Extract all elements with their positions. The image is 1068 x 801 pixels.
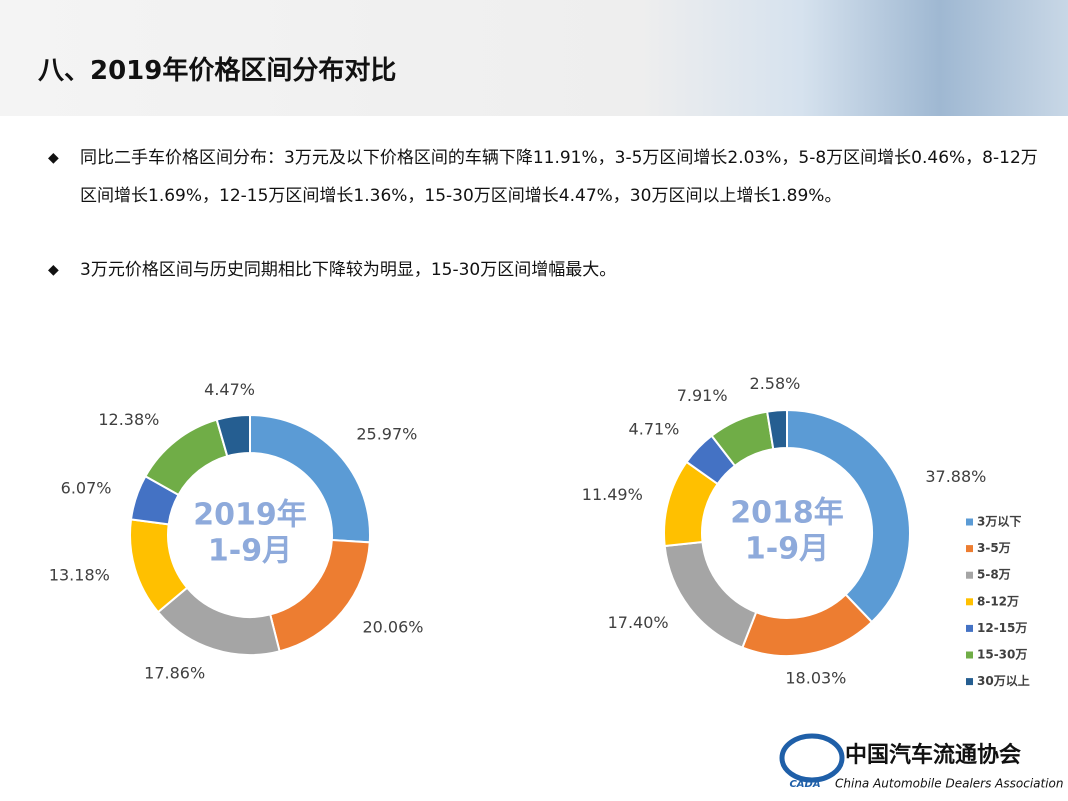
bullet-icon: ◆ xyxy=(48,150,59,166)
value-label: 13.18% xyxy=(49,565,110,584)
legend-label: 3万以下 xyxy=(977,515,1021,529)
legend-swatch xyxy=(966,651,973,659)
bullet: ◆ 同比二手车价格区间分布：3万元及以下价格区间的车辆下降11.91%，3-5万区… xyxy=(48,140,1038,215)
slide-title: 八、2019年价格区间分布对比 xyxy=(38,56,397,86)
donut-slice xyxy=(741,593,874,657)
legend-label: 5-8万 xyxy=(977,568,1011,582)
legend-swatch xyxy=(966,518,973,526)
center-label: 2018年 xyxy=(730,496,844,531)
value-label: 4.47% xyxy=(204,380,255,399)
donut-slice xyxy=(663,540,758,649)
value-label: 37.88% xyxy=(925,467,986,486)
value-label: 17.86% xyxy=(144,663,205,682)
bullet-text: 同比二手车价格区间分布：3万元及以下价格区间的车辆下降11.91%，3-5万区间… xyxy=(80,148,1038,206)
value-label: 7.91% xyxy=(677,386,728,405)
donut-slice xyxy=(215,413,251,458)
bullet-icon: ◆ xyxy=(48,262,59,278)
donut-slice xyxy=(786,408,911,624)
bullet-text: 3万元价格区间与历史同期相比下降较为明显，15-30万区间增幅最大。 xyxy=(80,260,617,280)
donut-slice xyxy=(765,408,788,451)
value-label: 4.71% xyxy=(629,419,680,438)
value-label: 18.03% xyxy=(785,669,846,688)
value-label: 11.49% xyxy=(582,485,643,504)
logo-name: 中国汽车流通协会 xyxy=(845,742,1021,768)
legend-label: 30万以上 xyxy=(977,673,1030,688)
legend-swatch xyxy=(966,598,973,606)
legend-label: 3-5万 xyxy=(977,541,1011,555)
legend-label: 8-12万 xyxy=(977,594,1019,608)
logo-ring xyxy=(779,733,845,783)
value-label: 17.40% xyxy=(608,613,669,632)
legend-swatch xyxy=(966,545,973,553)
donut-slice xyxy=(144,418,229,497)
legend-label: 12-15万 xyxy=(977,621,1027,635)
value-label: 2.58% xyxy=(750,374,801,393)
legend-swatch xyxy=(966,678,973,686)
center-label: 1-9月 xyxy=(208,534,292,569)
header-band xyxy=(0,0,1068,116)
legend-label: 15-30万 xyxy=(977,648,1027,662)
value-label: 20.06% xyxy=(362,618,423,637)
legend-swatch xyxy=(966,624,973,632)
value-label: 6.07% xyxy=(61,478,112,497)
logo-english: China Automobile Dealers Association xyxy=(835,777,1064,791)
logo-abbr: CADA xyxy=(789,779,820,790)
center-label: 1-9月 xyxy=(745,532,829,567)
bullet: ◆ 3万元价格区间与历史同期相比下降较为明显，15-30万区间增幅最大。 xyxy=(48,252,1038,290)
center-label: 2019年 xyxy=(193,498,307,533)
value-label: 25.97% xyxy=(356,424,417,443)
legend-swatch xyxy=(966,571,973,579)
value-label: 12.38% xyxy=(98,410,159,429)
